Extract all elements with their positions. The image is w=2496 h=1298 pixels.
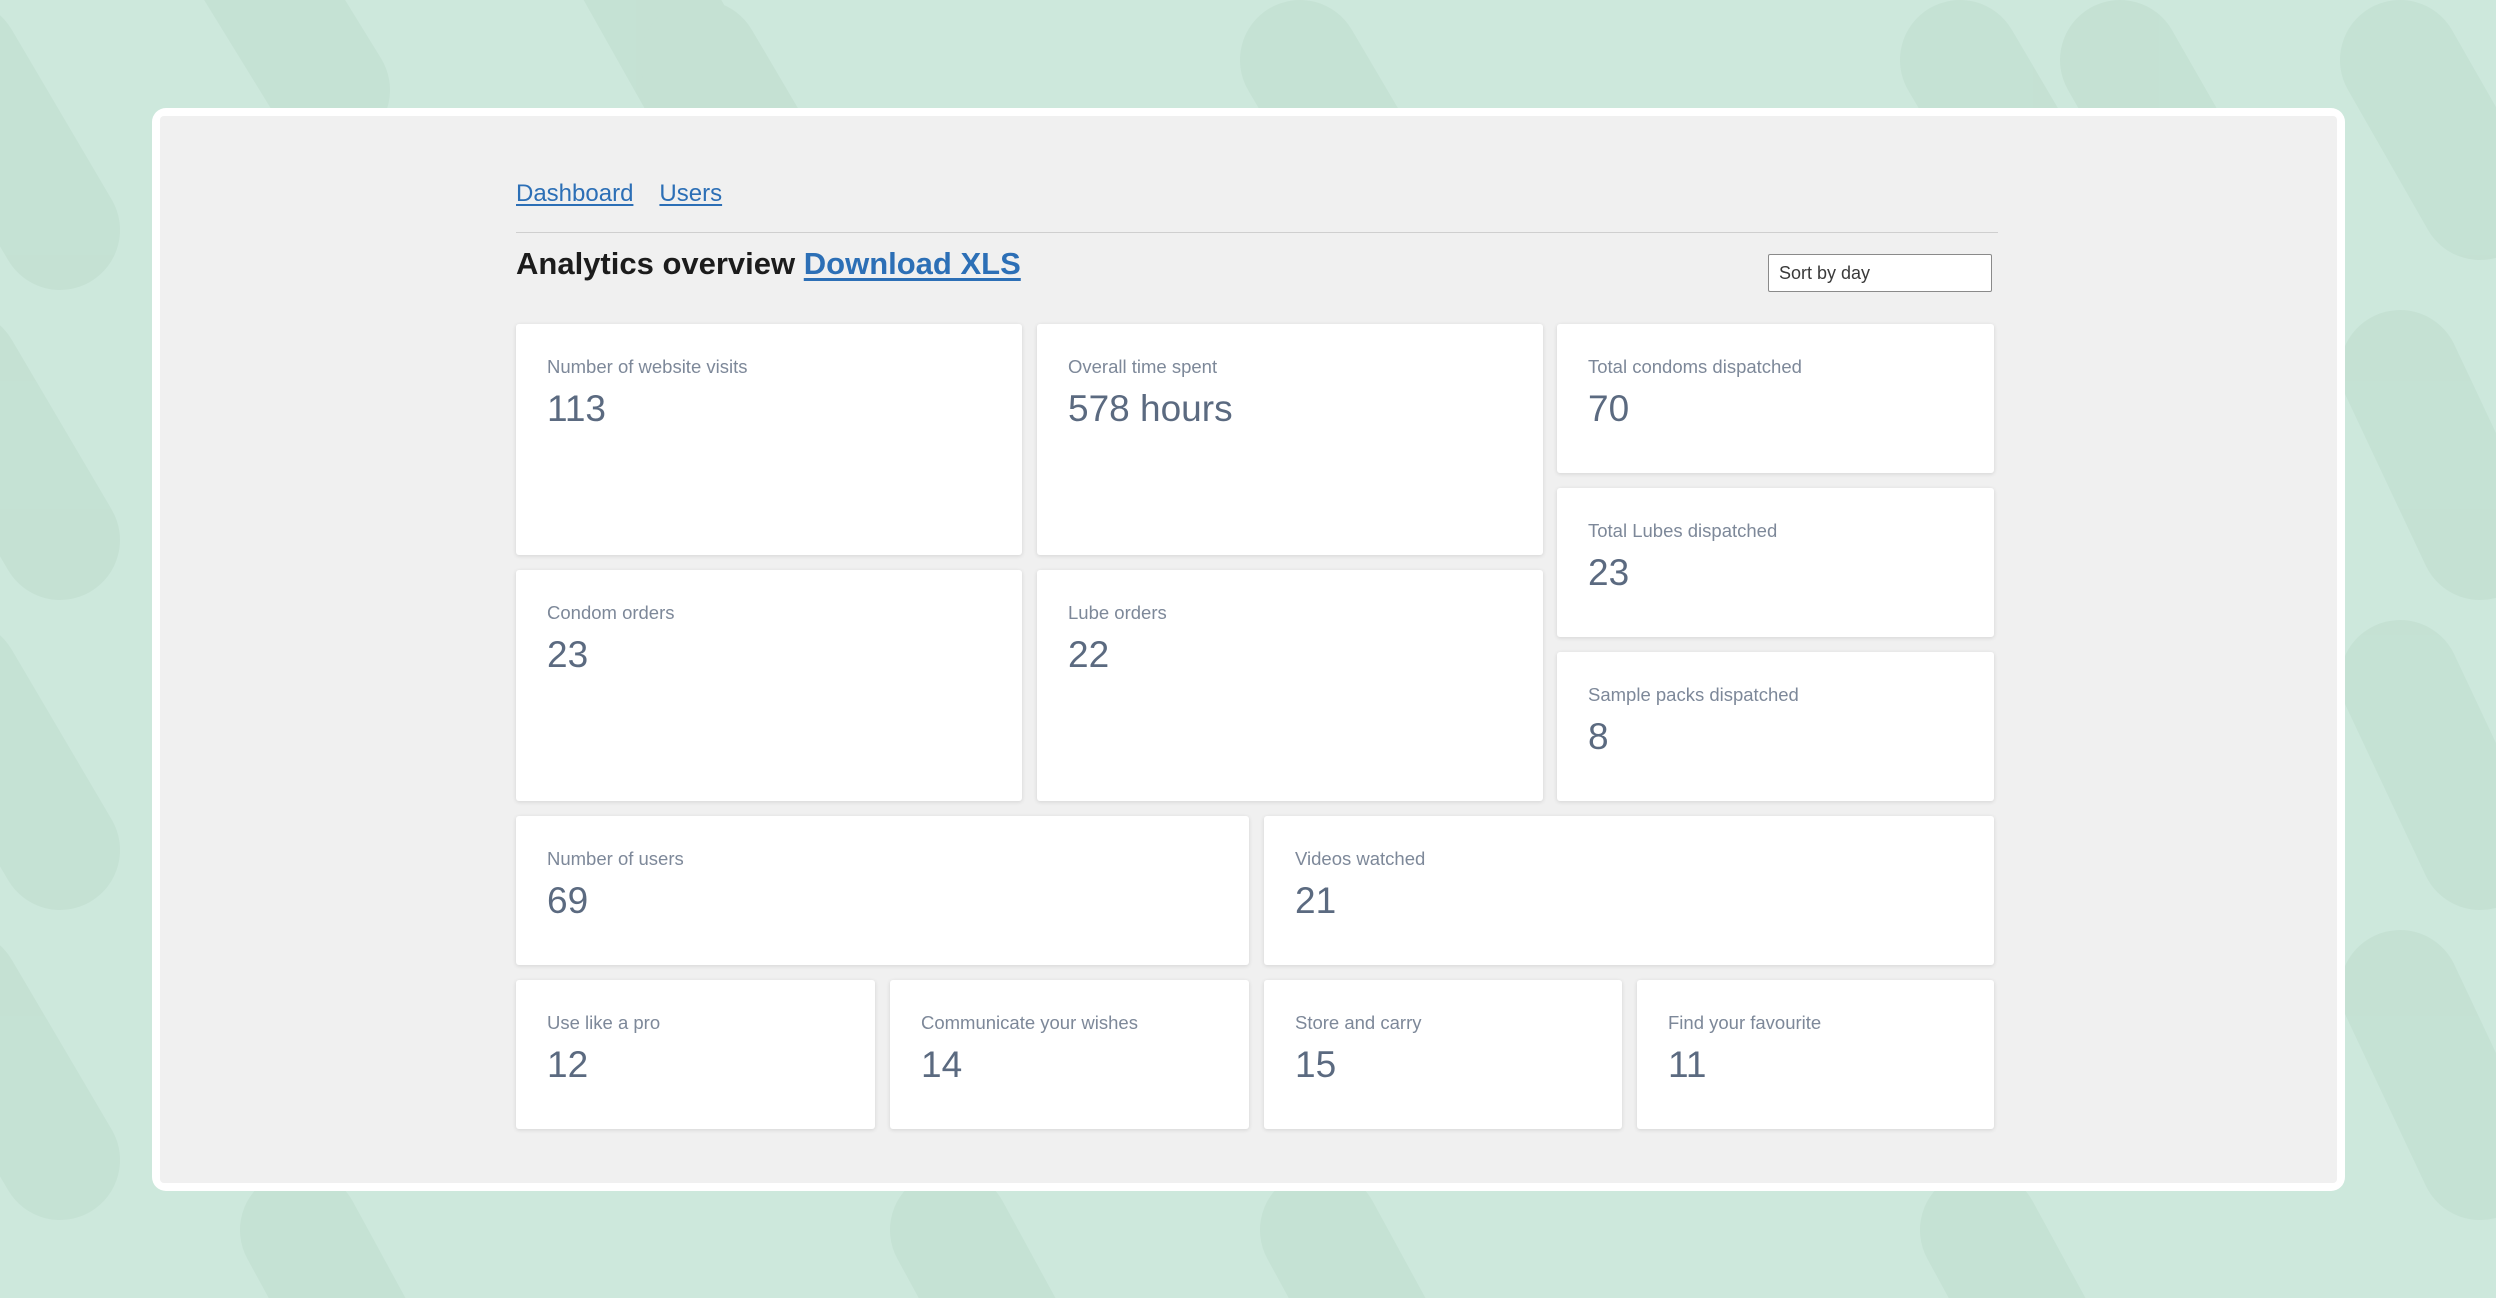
stat-label: Use like a pro — [547, 1012, 661, 1033]
stat-value: 12 — [547, 1044, 589, 1085]
stat-value: 23 — [547, 634, 589, 675]
stat-card-lubes-dispatched: Total Lubes dispatched 23 — [1557, 488, 1994, 637]
sort-select[interactable]: Sort by day — [1768, 254, 1992, 292]
stat-label: Number of users — [547, 848, 684, 869]
stat-value: 21 — [1295, 880, 1337, 921]
stat-card-find-favourite: Find your favourite 11 — [1637, 980, 1994, 1129]
stat-card-lube-orders: Lube orders 22 — [1037, 570, 1543, 801]
stat-card-store-carry: Store and carry 15 — [1264, 980, 1622, 1129]
sort-select-value: Sort by day — [1779, 262, 1871, 283]
stat-label: Communicate your wishes — [921, 1012, 1138, 1033]
app-frame: Dashboard Users Analytics overview Downl… — [152, 108, 2345, 1191]
stat-value: 11 — [1668, 1044, 1707, 1085]
stat-card-communicate-wishes: Communicate your wishes 14 — [890, 980, 1249, 1129]
main-panel: Dashboard Users Analytics overview Downl… — [160, 116, 2337, 1183]
stat-value: 15 — [1295, 1044, 1337, 1085]
stat-value: 22 — [1068, 634, 1110, 675]
nav-link-users[interactable]: Users — [659, 180, 723, 207]
stat-card-condom-orders: Condom orders 23 — [516, 570, 1022, 801]
stat-label: Condom orders — [547, 602, 675, 623]
stat-value: 14 — [921, 1044, 963, 1085]
stat-value: 113 — [547, 388, 606, 429]
stat-label: Sample packs dispatched — [1588, 684, 1799, 705]
download-xls-link[interactable]: Download XLS — [803, 246, 1021, 281]
stat-value: 8 — [1588, 716, 1609, 757]
stat-card-use-like-pro: Use like a pro 12 — [516, 980, 875, 1129]
stat-value: 69 — [547, 880, 589, 921]
stat-card-videos-watched: Videos watched 21 — [1264, 816, 1994, 965]
page-title: Analytics overview Download XLS — [516, 246, 1021, 282]
stat-value: 23 — [1588, 552, 1630, 593]
nav-link-dashboard[interactable]: Dashboard — [516, 180, 634, 207]
stat-label: Lube orders — [1068, 602, 1167, 623]
stat-card-condoms-dispatched: Total condoms dispatched 70 — [1557, 324, 1994, 473]
top-nav: Dashboard Users — [516, 180, 722, 208]
stat-label: Total Lubes dispatched — [1588, 520, 1778, 541]
stat-value: 578 hours — [1068, 388, 1233, 429]
nav-divider — [516, 232, 1998, 233]
page-title-text: Analytics overview — [516, 246, 796, 281]
stat-card-website-visits: Number of website visits 113 — [516, 324, 1022, 555]
stat-label: Find your favourite — [1668, 1012, 1822, 1033]
stat-label: Store and carry — [1295, 1012, 1422, 1033]
stat-value: 70 — [1588, 388, 1630, 429]
stat-label: Overall time spent — [1068, 356, 1218, 377]
stat-card-sample-packs: Sample packs dispatched 8 — [1557, 652, 1994, 801]
stat-card-time-spent: Overall time spent 578 hours — [1037, 324, 1543, 555]
stat-label: Total condoms dispatched — [1588, 356, 1802, 377]
stat-card-users: Number of users 69 — [516, 816, 1249, 965]
stat-label: Videos watched — [1295, 848, 1426, 869]
stat-label: Number of website visits — [547, 356, 748, 377]
